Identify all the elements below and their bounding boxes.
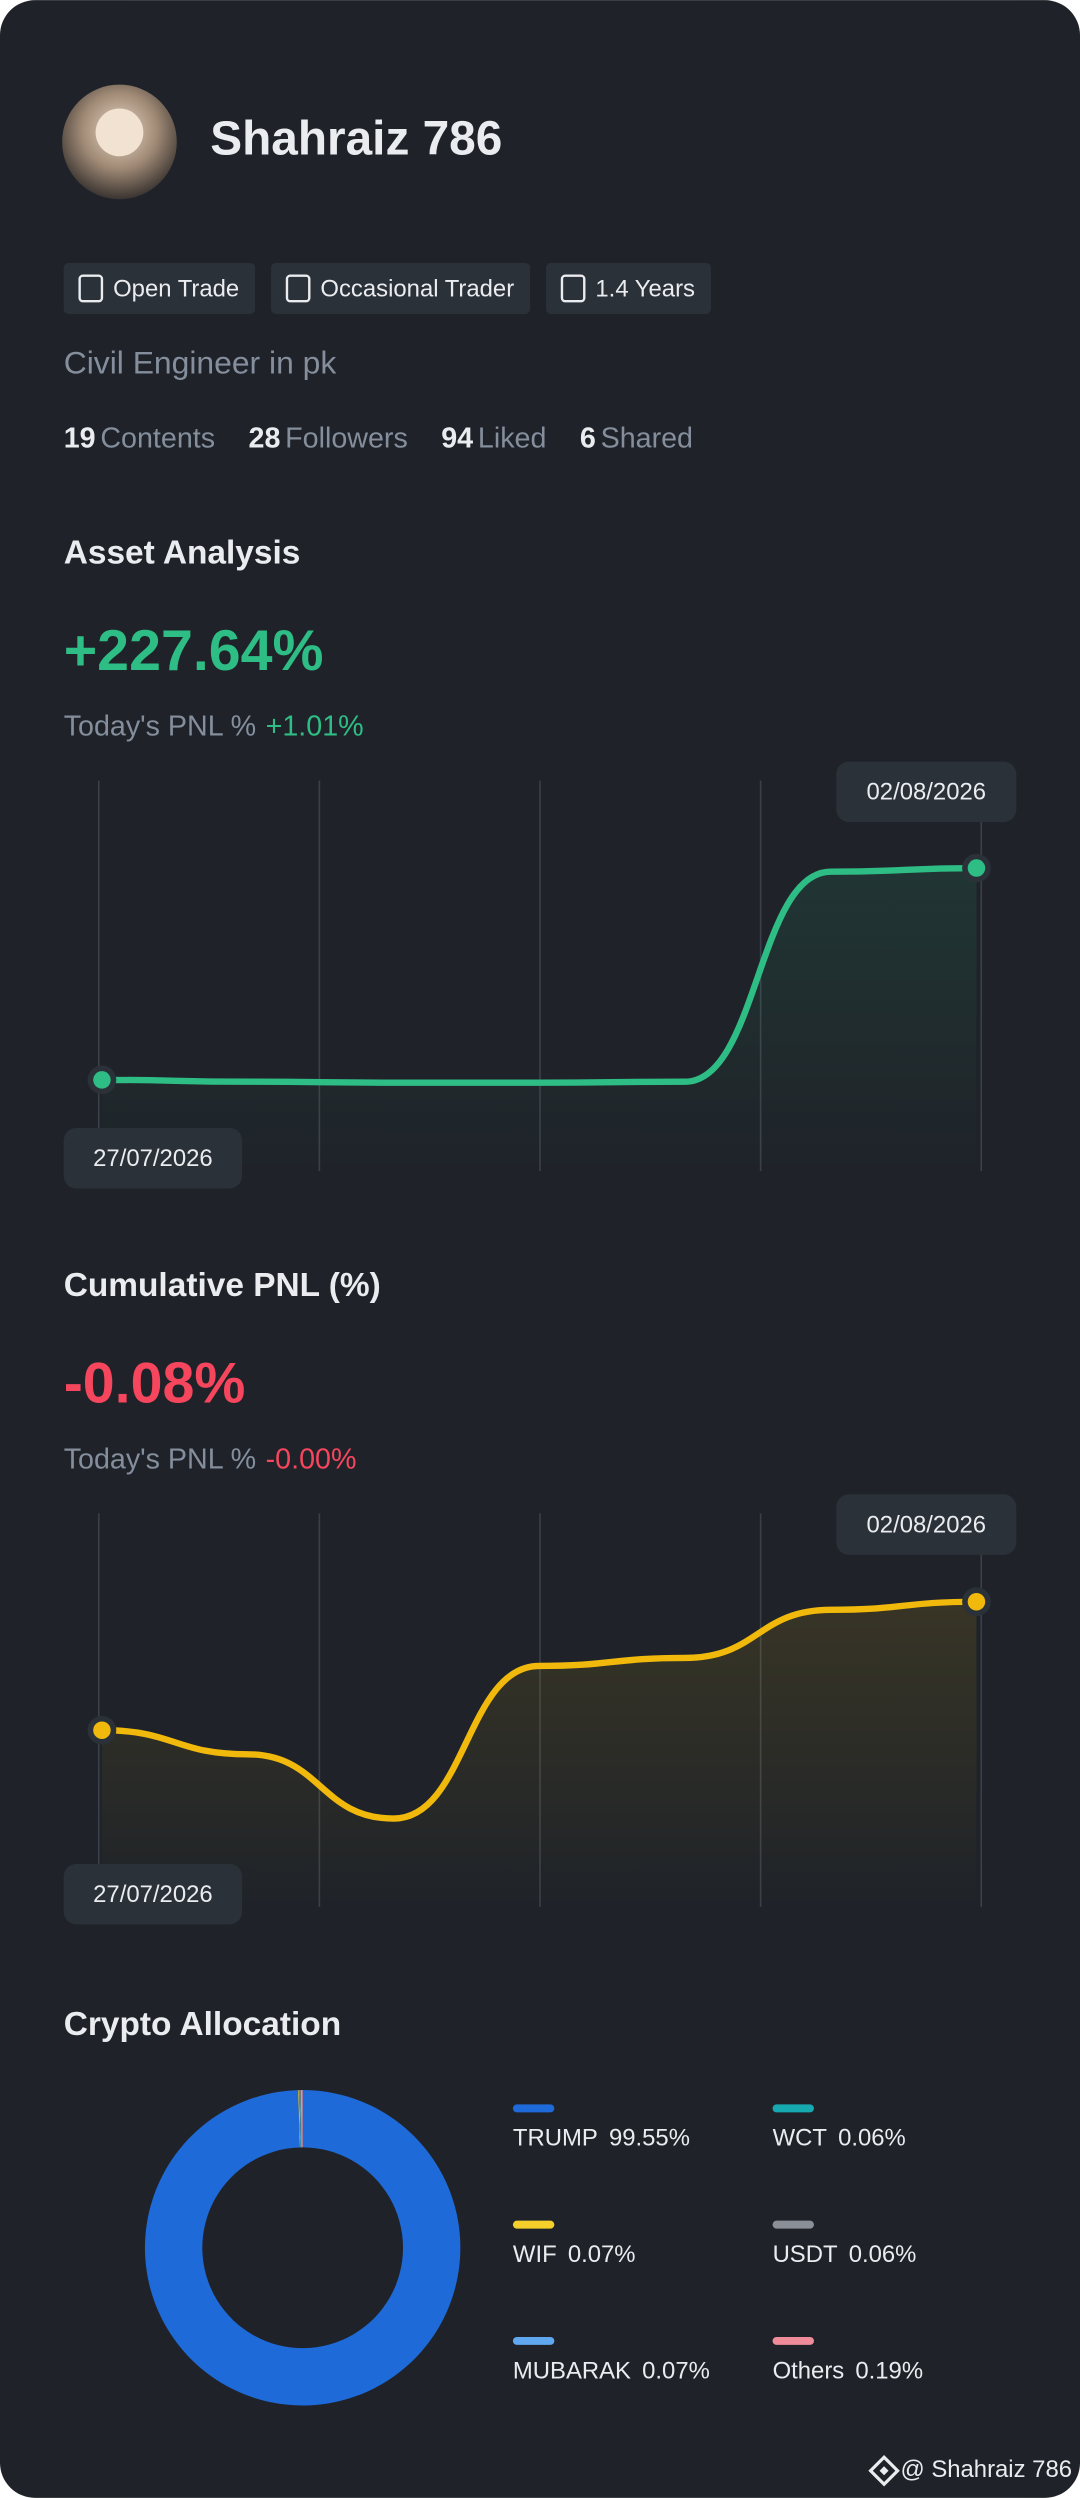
legend-value: 0.06% — [838, 2125, 906, 2152]
pnl-value: -0.00% — [266, 1443, 357, 1475]
legend-name: Others — [773, 2357, 845, 2384]
area — [101, 1601, 977, 1907]
bio: Civil Engineer in pk — [64, 344, 337, 380]
pnl-label: Today's PNL % — [64, 711, 256, 743]
legend-value: 99.55% — [609, 2125, 690, 2152]
date-label: 02/08/2026 — [867, 779, 987, 806]
tag-background — [63, 262, 256, 314]
donut-slice — [144, 2090, 461, 2406]
date-label: 27/07/2026 — [93, 1145, 213, 1172]
area — [101, 868, 977, 1171]
tag-icon — [560, 274, 586, 303]
pnl-value: +1.01% — [266, 711, 364, 743]
donut-slice — [298, 2090, 301, 2148]
stat-label: Shared — [601, 422, 693, 454]
legend-swatch — [772, 2336, 814, 2345]
avatar-face — [95, 108, 144, 157]
donut-slice — [300, 2090, 302, 2148]
section-title: Crypto Allocation — [64, 2006, 341, 2043]
stat-label: Contents — [100, 422, 215, 454]
legend-swatch — [772, 2220, 814, 2229]
stat-value: 94 — [441, 422, 473, 454]
point — [93, 1721, 111, 1739]
point — [93, 1071, 111, 1089]
legend-value: 0.06% — [849, 2241, 917, 2268]
date-label: 02/08/2026 — [867, 1511, 987, 1538]
legend-swatch — [772, 2104, 814, 2113]
line — [98, 1598, 980, 1822]
legend-value: 0.19% — [855, 2357, 923, 2384]
point — [967, 859, 986, 877]
donut-slice — [300, 2090, 303, 2148]
tag-background — [546, 262, 711, 314]
tag-label: Occasional Trader — [320, 275, 514, 302]
date-badge — [63, 1863, 243, 1925]
footer: @ Shahraiz 786 — [900, 2456, 1072, 2483]
stat-label: Liked — [478, 422, 547, 454]
legend-swatch — [512, 2104, 555, 2113]
legend-name: WIF — [513, 2241, 557, 2268]
donut-slice — [298, 2090, 301, 2148]
tag-label: 1.4 Years — [595, 275, 695, 302]
user-name: Shahraiz 786 — [210, 113, 502, 166]
line — [98, 864, 980, 1086]
stat-value: 19 — [64, 422, 96, 454]
donut-slice — [299, 2090, 302, 2148]
point — [967, 1592, 986, 1611]
tag-label: Open Trade — [113, 275, 239, 302]
legend-value: 0.07% — [642, 2357, 710, 2384]
legend-swatch — [512, 2336, 555, 2345]
date-badge — [836, 761, 1017, 823]
headline-value: +227.64% — [64, 619, 324, 683]
stat-value: 28 — [249, 422, 281, 454]
legend-value: 0.07% — [568, 2241, 636, 2268]
pnl-label: Today's PNL % — [64, 1443, 256, 1475]
legend-name: MUBARAK — [513, 2357, 631, 2384]
legend-swatch — [512, 2220, 555, 2229]
section-title: Asset Analysis — [64, 534, 301, 571]
tag-background — [271, 262, 531, 314]
legend-name: USDT — [773, 2241, 838, 2268]
tag-icon — [78, 274, 104, 303]
section-title: Cumulative PNL (%) — [64, 1267, 381, 1304]
legend-name: WCT — [773, 2125, 828, 2152]
legend-name: TRUMP — [513, 2125, 598, 2152]
stat-label: Followers — [285, 422, 408, 454]
tag-icon — [285, 274, 311, 303]
date-label: 27/07/2026 — [93, 1881, 213, 1908]
headline-value: -0.08% — [64, 1352, 246, 1416]
date-badge — [836, 1494, 1017, 1555]
stat-value: 6 — [580, 422, 596, 454]
date-badge — [63, 1127, 243, 1189]
